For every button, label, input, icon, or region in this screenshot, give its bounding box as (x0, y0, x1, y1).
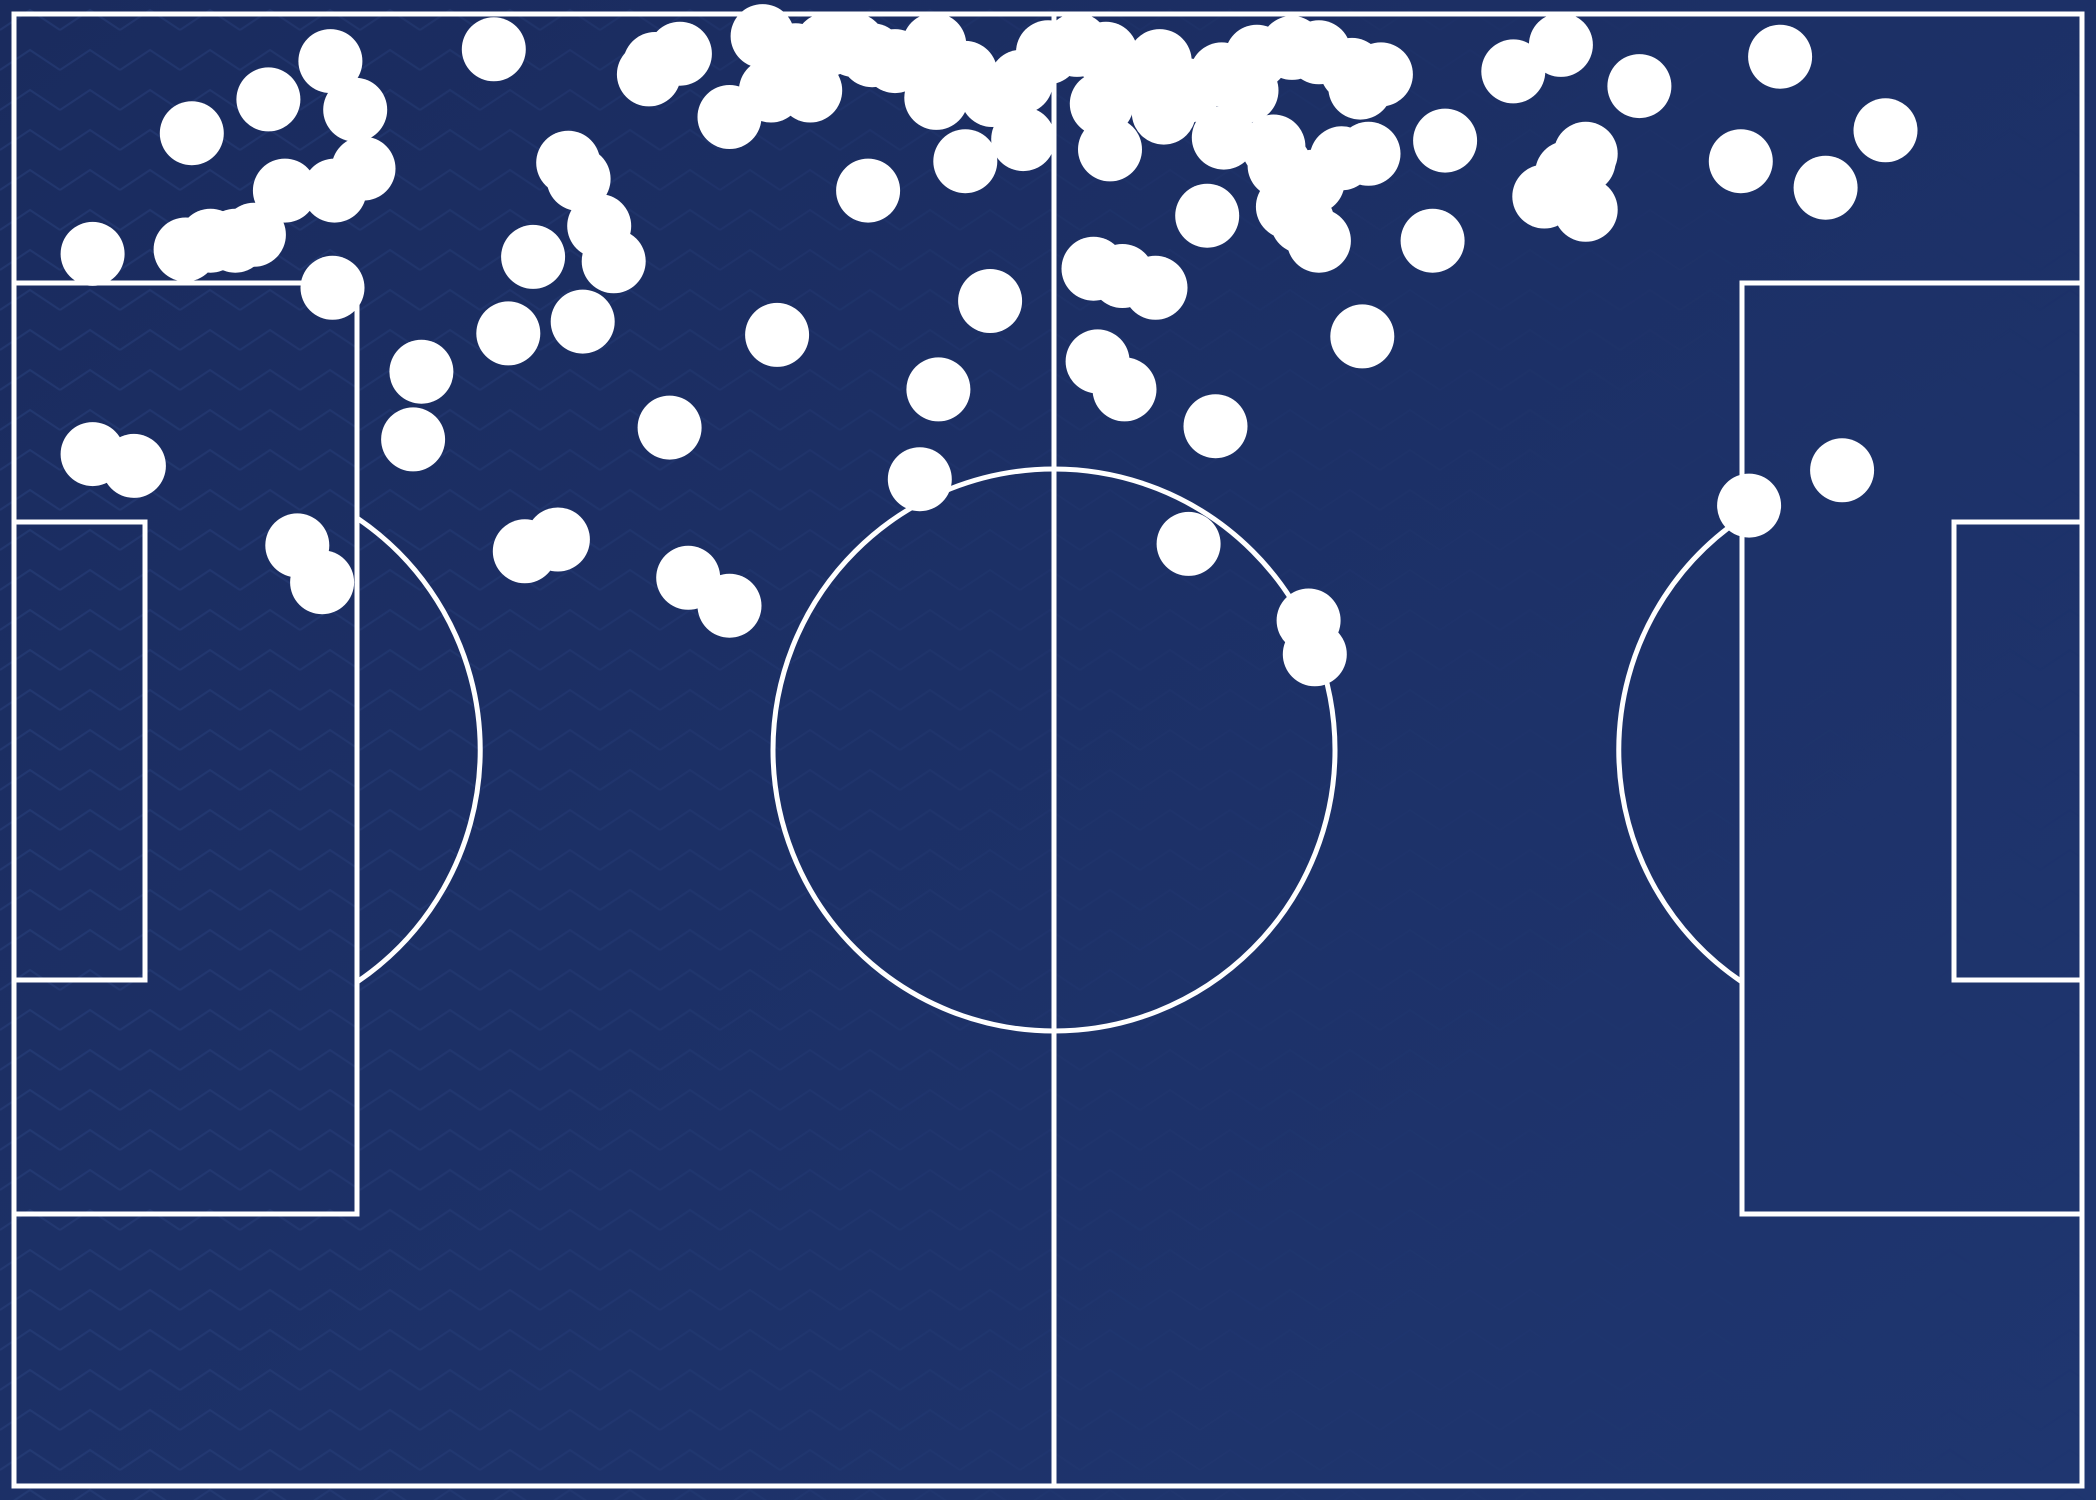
event-point (887, 447, 952, 512)
event-point (904, 65, 969, 130)
event-point (836, 158, 901, 223)
event-point (1175, 183, 1240, 248)
left-goal-area (11, 519, 148, 983)
event-point (958, 269, 1023, 333)
event-point (581, 229, 646, 294)
event-point (550, 289, 615, 354)
event-point (236, 67, 301, 132)
event-point (381, 407, 446, 472)
pitch-markings (11, 11, 2085, 1489)
event-point (1336, 121, 1401, 186)
event-point (1853, 98, 1918, 163)
event-point (323, 77, 388, 142)
center-circle (770, 466, 1338, 1034)
event-point (991, 107, 1056, 172)
event-point (1282, 622, 1347, 687)
event-point (1717, 473, 1782, 538)
event-point (906, 357, 971, 422)
event-point (1183, 394, 1248, 459)
event-point (461, 17, 526, 82)
event-point (933, 129, 998, 194)
event-point (302, 158, 367, 223)
right-goal-area (1951, 519, 2085, 983)
event-point (159, 101, 224, 166)
event-point (1092, 357, 1157, 422)
event-point (476, 301, 541, 366)
event-point (101, 433, 166, 498)
event-point (1348, 42, 1413, 107)
event-point (1708, 129, 1773, 194)
event-point (1400, 208, 1465, 273)
event-points (60, 4, 1918, 687)
event-point (1748, 24, 1813, 89)
event-point (290, 550, 355, 615)
event-point (1191, 105, 1256, 170)
event-point (1286, 208, 1351, 273)
event-point (616, 42, 681, 107)
event-point (778, 58, 843, 123)
event-point (1156, 511, 1221, 576)
event-point (1413, 108, 1478, 173)
event-point (1078, 117, 1142, 182)
event-point (389, 339, 454, 404)
event-point (1607, 54, 1672, 119)
event-point (501, 224, 566, 289)
event-point (252, 158, 317, 223)
event-point (1330, 304, 1395, 369)
event-point (637, 395, 702, 460)
left-penalty-arc (355, 515, 483, 985)
event-point (697, 573, 762, 638)
event-point (745, 302, 810, 367)
event-point (1528, 12, 1593, 77)
event-point (1810, 438, 1875, 503)
event-point (1793, 155, 1858, 220)
event-point (300, 255, 365, 320)
event-point (1535, 141, 1600, 205)
event-point (60, 221, 125, 286)
right-penalty-arc (1616, 515, 1744, 985)
event-point (697, 85, 762, 149)
event-point (298, 29, 363, 94)
event-point (1131, 80, 1196, 145)
event-point (525, 507, 590, 572)
event-point (1123, 255, 1188, 320)
event-point (1481, 39, 1546, 104)
